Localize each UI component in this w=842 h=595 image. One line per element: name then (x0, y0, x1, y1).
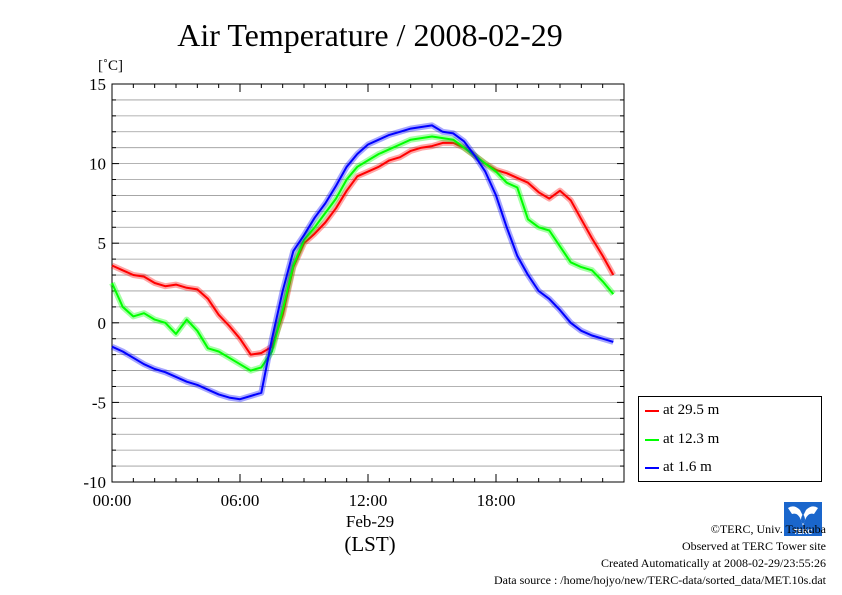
terc-logo-icon: TERC (784, 502, 822, 536)
footer-created-timestamp: Created Automatically at 2008-02-29/23:5… (601, 556, 826, 570)
x-tick-label: 06:00 (221, 491, 260, 510)
legend-label: at 29.5 m (663, 402, 720, 418)
y-tick-label: 10 (89, 155, 106, 174)
y-tick-label: 15 (89, 75, 106, 94)
series-lines (109, 122, 616, 403)
legend-swatch (645, 438, 659, 441)
chart-legend: at 29.5 m at 12.3 m at 1.6 m (638, 396, 822, 482)
series-line-0 (111, 141, 615, 356)
legend-item-12-3m: at 12.3 m (645, 428, 719, 450)
x-axis: 00:00 06:00 12:00 18:00 (93, 84, 625, 510)
chart-title: Air Temperature / 2008-02-29 (177, 17, 563, 53)
x-axis-label: (LST) (344, 532, 395, 556)
x-tick-label: 12:00 (349, 491, 388, 510)
legend-label: at 12.3 m (663, 431, 720, 447)
legend-item-29-5m: at 29.5 m (645, 399, 719, 421)
y-tick-label: 0 (98, 314, 107, 333)
y-tick-label: 5 (98, 234, 107, 253)
legend-swatch (645, 466, 659, 469)
series-line-1 (111, 135, 615, 372)
grid-lines (112, 99, 624, 467)
y-tick-label: -10 (83, 473, 106, 492)
x-axis-date-label: Feb-29 (346, 512, 394, 531)
footer-observed-site: Observed at TERC Tower site (681, 539, 826, 553)
y-axis-unit-label: [˚C] (98, 58, 123, 74)
series-line-2 (111, 124, 614, 401)
footer-copyright: ©TERC, Univ. Tsukuba (710, 522, 826, 536)
footer-data-source: Data source : /home/hojyo/new/TERC-data/… (493, 573, 826, 587)
legend-swatch (645, 409, 659, 412)
y-tick-label: -5 (92, 393, 106, 412)
y-axis: -10 -5 0 5 10 15 (83, 75, 624, 492)
x-tick-label: 18:00 (477, 491, 516, 510)
legend-item-1-6m: at 1.6 m (645, 456, 712, 478)
legend-label: at 1.6 m (663, 459, 712, 475)
x-tick-label: 00:00 (93, 491, 132, 510)
logo-text: TERC (793, 529, 812, 536)
